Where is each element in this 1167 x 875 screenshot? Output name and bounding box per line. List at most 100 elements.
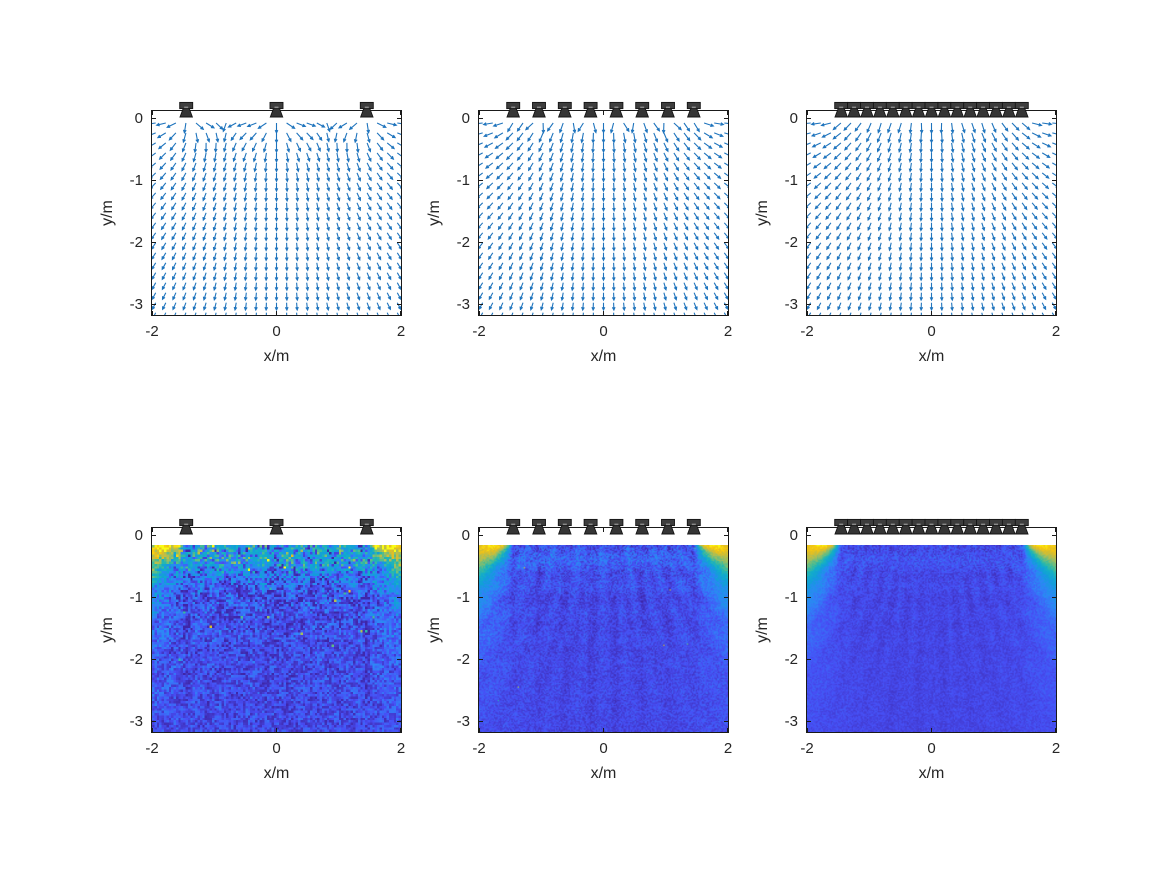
- speaker-array: [506, 101, 701, 118]
- y-tick-label: 0: [134, 110, 143, 127]
- speaker-icon: [963, 101, 978, 118]
- x-tick-label: 0: [272, 323, 281, 340]
- x-tick-mark: [400, 528, 401, 532]
- y-tick-label: -2: [129, 234, 143, 251]
- y-tick-mark: [724, 118, 728, 119]
- x-tick-mark: [152, 528, 153, 532]
- quiver-field: [152, 122, 401, 315]
- speaker-icon: [179, 518, 194, 535]
- y-tick-mark: [724, 721, 728, 722]
- x-tick-mark: [479, 528, 480, 532]
- y-tick-mark: [397, 304, 401, 305]
- y-tick-label: -3: [784, 713, 798, 730]
- y-tick-label: 0: [789, 110, 798, 127]
- speaker-icon: [661, 518, 675, 535]
- axes-heatmap-15-speakers: [806, 527, 1057, 733]
- speaker-array: [834, 101, 1029, 118]
- quiver-field: [807, 122, 1056, 315]
- speaker-icon: [661, 101, 675, 118]
- y-tick-mark: [724, 659, 728, 660]
- speaker-icon: [872, 101, 887, 118]
- x-axis-label: x/m: [263, 348, 290, 365]
- x-tick-mark: [1055, 728, 1056, 732]
- y-tick-label: 0: [789, 527, 798, 544]
- y-tick-mark: [724, 242, 728, 243]
- x-axis-label: x/m: [263, 765, 290, 782]
- speaker-icon: [686, 518, 701, 535]
- speaker-icon: [911, 518, 926, 535]
- x-tick-mark: [727, 728, 728, 732]
- x-tick-mark: [479, 111, 480, 115]
- speaker-icon: [269, 518, 284, 535]
- y-tick-mark: [807, 242, 811, 243]
- x-tick-mark: [807, 528, 808, 532]
- y-tick-label: 0: [461, 527, 470, 544]
- y-tick-mark: [397, 535, 401, 536]
- y-tick-label: -3: [456, 713, 470, 730]
- y-tick-mark: [807, 721, 811, 722]
- y-tick-mark: [479, 721, 483, 722]
- speaker-icon: [911, 101, 926, 118]
- y-tick-mark: [807, 659, 811, 660]
- x-tick-mark: [400, 111, 401, 115]
- speaker-icon: [847, 518, 862, 535]
- x-tick-mark: [807, 311, 808, 315]
- y-tick-mark: [479, 242, 483, 243]
- heatmap-image: [479, 545, 728, 732]
- y-tick-mark: [152, 535, 156, 536]
- speaker-icon: [635, 101, 650, 118]
- y-tick-mark: [397, 242, 401, 243]
- x-tick-label: 0: [927, 740, 936, 757]
- speaker-icon: [359, 518, 374, 535]
- speaker-icon: [989, 101, 1003, 118]
- speaker-array: [834, 518, 1029, 535]
- x-tick-mark: [727, 528, 728, 532]
- y-tick-mark: [724, 535, 728, 536]
- speaker-icon: [860, 518, 874, 535]
- y-tick-mark: [397, 659, 401, 660]
- y-tick-label: -3: [129, 713, 143, 730]
- x-axis-label: x/m: [918, 348, 945, 365]
- y-tick-label: -1: [129, 589, 143, 606]
- speaker-icon: [1001, 518, 1016, 535]
- speaker-icon: [1014, 518, 1029, 535]
- y-tick-mark: [397, 180, 401, 181]
- y-tick-label: -1: [456, 589, 470, 606]
- y-tick-mark: [152, 180, 156, 181]
- y-tick-label: -1: [784, 589, 798, 606]
- speaker-icon: [557, 101, 572, 118]
- speaker-icon: [506, 101, 521, 118]
- y-tick-label: -2: [784, 651, 798, 668]
- x-tick-mark: [152, 111, 153, 115]
- y-tick-label: -1: [456, 172, 470, 189]
- x-tick-label: 2: [1051, 323, 1061, 340]
- x-tick-label: -2: [145, 740, 159, 757]
- y-tick-mark: [479, 597, 483, 598]
- y-tick-mark: [152, 304, 156, 305]
- speaker-icon: [872, 518, 887, 535]
- x-tick-mark: [400, 728, 401, 732]
- x-tick-mark: [479, 728, 480, 732]
- speaker-icon: [834, 518, 849, 535]
- x-tick-label: 0: [599, 323, 608, 340]
- speaker-icon: [583, 101, 598, 118]
- y-tick-mark: [397, 597, 401, 598]
- x-tick-mark: [603, 528, 604, 532]
- y-tick-mark: [807, 118, 811, 119]
- x-tick-label: -2: [800, 323, 814, 340]
- speaker-array: [506, 518, 701, 535]
- x-tick-label: 2: [723, 323, 733, 340]
- y-axis-label: y/m: [754, 200, 771, 226]
- y-tick-mark: [1052, 597, 1056, 598]
- x-tick-label: 2: [1051, 740, 1061, 757]
- speaker-icon: [885, 518, 900, 535]
- speaker-icon: [950, 101, 965, 118]
- speaker-icon: [686, 101, 701, 118]
- speaker-icon: [834, 101, 849, 118]
- speaker-icon: [950, 518, 965, 535]
- y-axis-label: y/m: [99, 200, 116, 226]
- speaker-icon: [885, 101, 900, 118]
- y-tick-mark: [479, 118, 483, 119]
- y-tick-mark: [479, 304, 483, 305]
- y-tick-label: 0: [461, 110, 470, 127]
